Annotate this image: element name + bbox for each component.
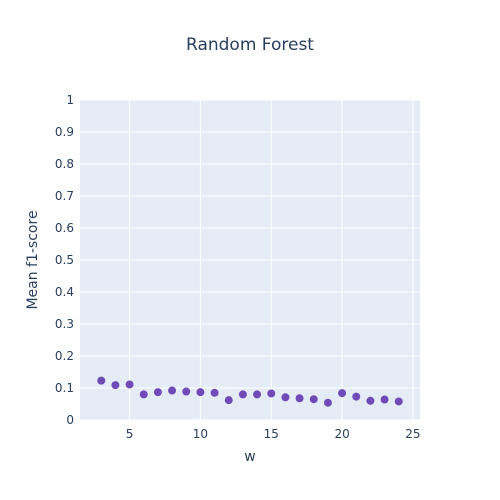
y-tick-label: 0.5 bbox=[55, 253, 74, 267]
data-point[interactable] bbox=[366, 396, 375, 405]
y-tick-label: 0.4 bbox=[55, 285, 74, 299]
y-tick-label: 0 bbox=[66, 413, 74, 427]
data-point[interactable] bbox=[153, 388, 162, 397]
y-tick-label: 0.6 bbox=[55, 221, 74, 235]
data-point[interactable] bbox=[196, 388, 205, 397]
data-point[interactable] bbox=[111, 381, 120, 390]
y-tick-label: 0.3 bbox=[55, 317, 74, 331]
data-point[interactable] bbox=[394, 397, 403, 406]
data-point[interactable] bbox=[210, 388, 219, 397]
data-point[interactable] bbox=[267, 389, 276, 398]
x-tick-label: 25 bbox=[405, 427, 420, 441]
y-tick-label: 0.7 bbox=[55, 189, 74, 203]
x-tick-label: 15 bbox=[264, 427, 279, 441]
data-point[interactable] bbox=[295, 394, 304, 403]
x-tick-label: 5 bbox=[126, 427, 134, 441]
y-tick-label: 0.1 bbox=[55, 381, 74, 395]
data-point[interactable] bbox=[338, 389, 347, 398]
x-tick-label: 20 bbox=[334, 427, 349, 441]
data-point[interactable] bbox=[253, 390, 262, 399]
data-point[interactable] bbox=[97, 376, 106, 385]
x-tick-label: 10 bbox=[193, 427, 208, 441]
grid bbox=[80, 99, 420, 421]
y-tick-label: 1 bbox=[66, 93, 74, 107]
data-points bbox=[97, 376, 403, 407]
chart-title: Random Forest bbox=[186, 35, 314, 55]
data-point[interactable] bbox=[238, 390, 247, 399]
x-axis-ticks: 5 10 15 20 25 bbox=[126, 427, 421, 441]
data-point[interactable] bbox=[168, 386, 177, 395]
y-axis-ticks: 0 0.1 0.2 0.3 0.4 0.5 0.6 0.7 0.8 0.9 1 bbox=[55, 93, 74, 427]
data-point[interactable] bbox=[139, 390, 148, 399]
data-point[interactable] bbox=[352, 392, 361, 401]
y-axis-title: Mean f1-score bbox=[25, 210, 41, 309]
y-tick-label: 0.9 bbox=[55, 125, 74, 139]
data-point[interactable] bbox=[125, 380, 134, 389]
y-tick-label: 0.8 bbox=[55, 157, 74, 171]
data-point[interactable] bbox=[224, 396, 233, 405]
data-point[interactable] bbox=[309, 395, 318, 404]
data-point[interactable] bbox=[182, 387, 191, 396]
data-point[interactable] bbox=[281, 393, 290, 402]
y-tick-label: 0.2 bbox=[55, 349, 74, 363]
x-axis-title: w bbox=[244, 449, 255, 465]
data-point[interactable] bbox=[380, 395, 389, 404]
data-point[interactable] bbox=[323, 398, 332, 407]
